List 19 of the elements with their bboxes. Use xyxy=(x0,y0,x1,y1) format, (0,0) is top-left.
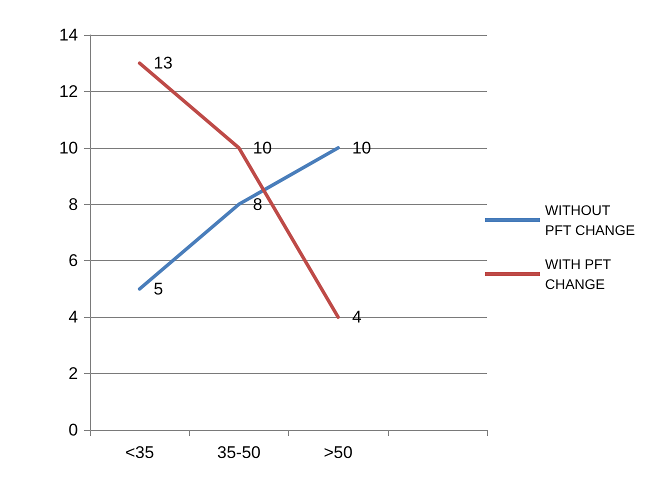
x-tick-label: >50 xyxy=(324,443,353,462)
y-tick-label: 10 xyxy=(59,138,78,158)
y-tick-label: 6 xyxy=(68,251,78,270)
y-tick-label: 8 xyxy=(68,194,78,214)
data-label: 5 xyxy=(154,279,164,298)
y-tick-label: 12 xyxy=(59,82,78,101)
data-label: 10 xyxy=(352,138,372,158)
legend-label: WITHOUT PFT CHANGE xyxy=(545,202,635,238)
legend-label: WITH PFT CHANGE xyxy=(545,256,615,292)
data-label: 8 xyxy=(252,194,262,214)
x-tick-label: <35 xyxy=(125,443,154,462)
data-label: 13 xyxy=(154,54,173,73)
x-tick-label: 35-50 xyxy=(217,443,261,462)
data-label: 10 xyxy=(252,138,272,158)
y-tick-label: 4 xyxy=(68,308,78,327)
y-tick-label: 0 xyxy=(68,420,78,440)
data-label: 4 xyxy=(352,308,362,327)
y-tick-label: 14 xyxy=(59,26,78,44)
y-tick-label: 2 xyxy=(68,364,78,384)
